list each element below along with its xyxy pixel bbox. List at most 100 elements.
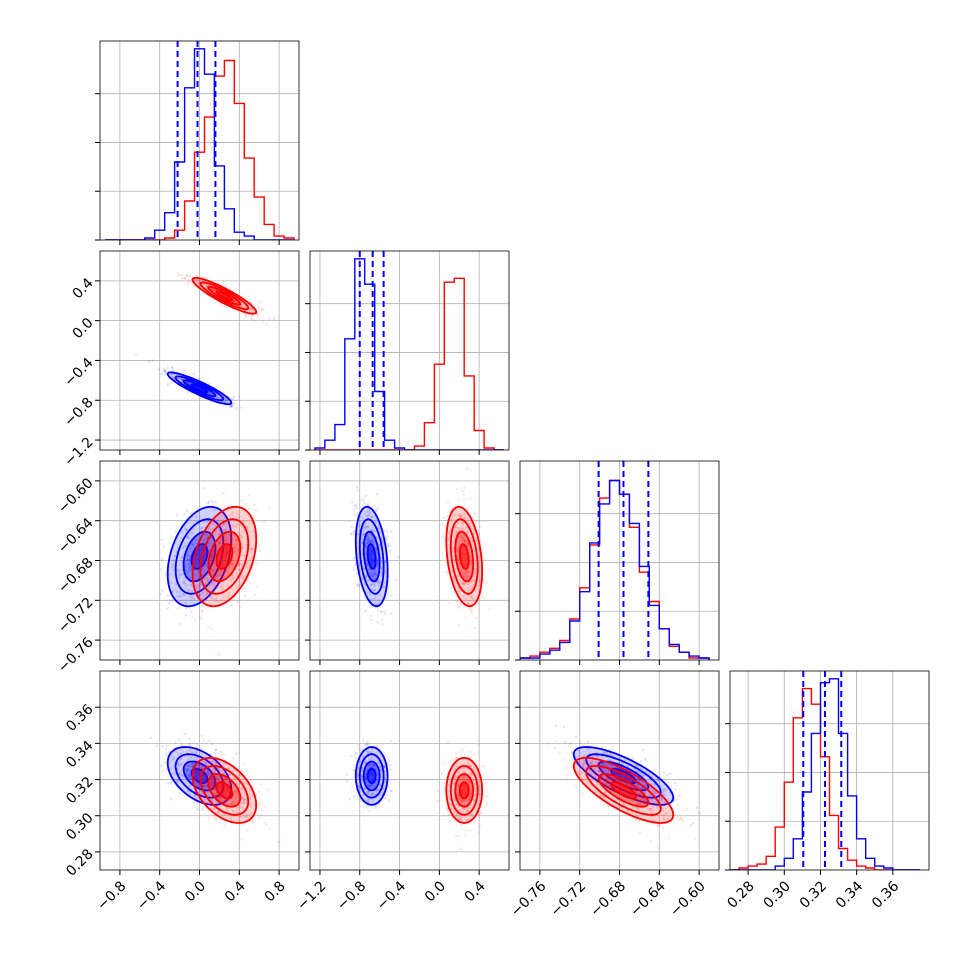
scatter-point <box>230 537 234 540</box>
scatter-point <box>200 604 204 607</box>
scatter-point <box>186 764 190 767</box>
scatter-point <box>456 605 460 608</box>
scatter-point <box>259 550 262 553</box>
scatter-point <box>367 757 371 761</box>
scatter-point <box>218 396 221 399</box>
scatter-point <box>468 570 471 573</box>
scatter-point <box>452 778 456 781</box>
scatter-point <box>180 530 184 534</box>
scatter-point <box>188 556 192 559</box>
scatter-point <box>232 809 235 813</box>
contour-line <box>215 543 234 570</box>
scatter-point <box>213 508 216 512</box>
scatter-point <box>189 757 192 760</box>
scatter-point <box>193 781 197 784</box>
scatter-point <box>364 574 368 578</box>
scatter-point <box>194 746 198 750</box>
scatter-point <box>364 495 368 498</box>
contour-line <box>207 285 242 306</box>
scatter-point <box>620 795 624 799</box>
scatter-point <box>379 793 383 796</box>
y-tick-label: −0.72 <box>55 595 97 637</box>
scatter-point <box>174 582 178 586</box>
scatter-point <box>207 791 210 794</box>
scatter-point <box>365 558 368 562</box>
scatter-point <box>203 784 207 788</box>
scatter-point <box>451 758 455 761</box>
scatter-point <box>614 799 618 802</box>
scatter-point <box>461 538 465 541</box>
scatter-point <box>188 773 191 777</box>
scatter-point <box>240 562 244 566</box>
scatter-point <box>364 776 367 779</box>
scatter-point <box>232 547 235 550</box>
scatter-point <box>233 790 237 794</box>
scatter-point <box>175 780 179 784</box>
scatter-point <box>184 613 188 617</box>
scatter-point <box>184 564 187 567</box>
scatter-point <box>461 810 465 814</box>
scatter-point <box>462 778 465 781</box>
scatter-point <box>219 769 223 773</box>
scatter-point <box>191 764 195 767</box>
scatter-point <box>467 519 470 522</box>
scatter-point <box>165 744 168 748</box>
scatter-point <box>368 765 372 769</box>
scatter-point <box>388 760 392 763</box>
scatter-point <box>374 781 377 785</box>
scatter-point <box>231 526 235 529</box>
scatter-point <box>361 577 365 581</box>
scatter-point <box>457 623 460 627</box>
scatter-point <box>223 779 226 783</box>
scatter-point <box>215 777 219 781</box>
scatter-point <box>219 304 223 307</box>
scatter-point <box>190 543 194 547</box>
scatter-point <box>469 772 473 776</box>
scatter-point <box>588 761 592 764</box>
scatter-point <box>376 506 380 510</box>
scatter-point <box>467 780 471 783</box>
scatter-point <box>169 781 173 784</box>
contour-line <box>207 773 242 808</box>
scatter-point <box>362 533 365 537</box>
scatter-point <box>642 748 645 752</box>
scatter-point <box>374 573 378 576</box>
scatter-point <box>209 568 213 572</box>
scatter-point <box>456 487 459 491</box>
scatter-point <box>466 532 469 535</box>
scatter-point <box>182 581 186 585</box>
scatter-point <box>215 395 219 398</box>
scatter-point <box>372 792 375 796</box>
scatter-point <box>215 779 219 782</box>
scatter-point <box>211 569 215 572</box>
scatter-point <box>472 532 476 535</box>
scatter-point <box>489 568 492 572</box>
density-fill <box>367 768 376 784</box>
scatter-point <box>198 586 201 589</box>
scatter-point <box>373 585 376 588</box>
scatter-point <box>378 783 382 787</box>
scatter-point <box>350 531 353 535</box>
scatter-point <box>460 535 464 539</box>
scatter-point <box>371 764 375 767</box>
scatter-point <box>360 516 364 519</box>
scatter-point <box>215 775 219 778</box>
scatter-point <box>241 520 245 523</box>
scatter-point <box>217 796 220 800</box>
scatter-point <box>219 573 222 577</box>
scatter-point <box>659 784 662 788</box>
scatter-point <box>198 544 201 547</box>
scatter-point <box>450 806 454 810</box>
scatter-point <box>197 781 200 785</box>
scatter-point <box>475 771 479 775</box>
scatter-point <box>362 532 365 536</box>
scatter-point <box>364 609 367 613</box>
scatter-point <box>364 774 367 777</box>
scatter-point <box>226 540 229 543</box>
scatter-point <box>464 799 468 802</box>
scatter-point <box>227 584 230 587</box>
scatter-point <box>195 279 199 283</box>
scatter-point <box>224 528 228 531</box>
scatter-point <box>371 791 375 795</box>
